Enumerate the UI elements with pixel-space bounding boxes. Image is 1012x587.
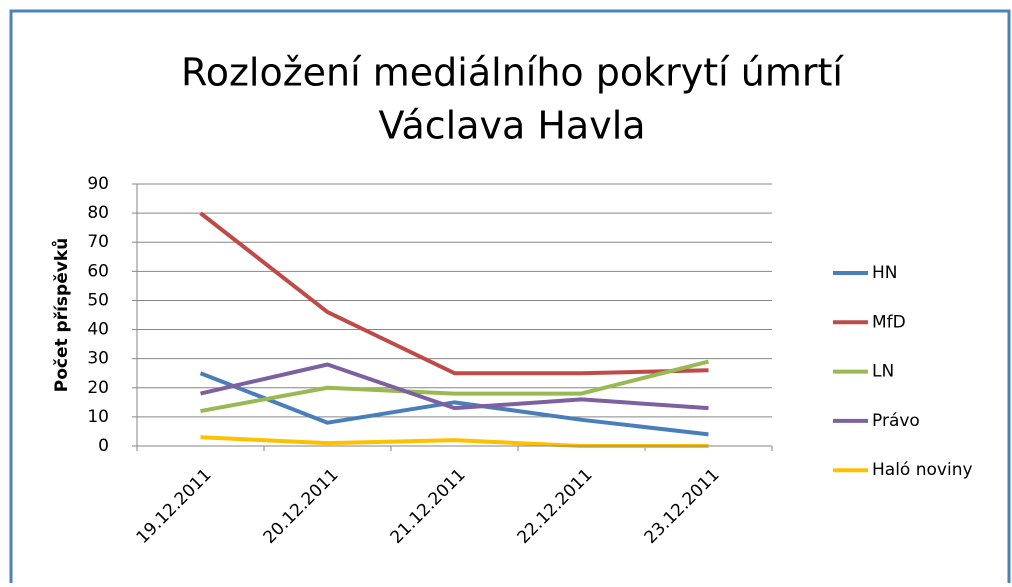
y-tick-label: 40 xyxy=(87,320,109,340)
legend-label: Haló noviny xyxy=(872,460,973,480)
chart-title: Václava Havla xyxy=(378,104,645,148)
y-axis-label: Počet příspěvků xyxy=(50,238,72,392)
series-line xyxy=(200,359,709,414)
chart-title: Rozložení mediálního pokrytí úmrtí xyxy=(181,51,844,95)
y-tick-label: 30 xyxy=(87,349,109,369)
legend-label: MfD xyxy=(872,312,906,332)
y-tick-label: 10 xyxy=(87,407,109,427)
series-line xyxy=(199,211,709,376)
y-tick-label: 80 xyxy=(87,203,109,223)
y-tick-label: 50 xyxy=(87,290,109,310)
y-tick-label: 60 xyxy=(87,261,109,281)
legend-label: Právo xyxy=(872,411,920,431)
y-tick-label: 20 xyxy=(87,378,109,398)
series-line xyxy=(200,362,709,411)
y-tick-label: 90 xyxy=(87,174,109,194)
legend-label: LN xyxy=(872,362,894,382)
legend-label: HN xyxy=(872,263,898,283)
y-tick-label: 70 xyxy=(87,232,109,252)
series-line xyxy=(199,371,709,437)
chart-frame xyxy=(9,9,1011,587)
y-tick-label: 0 xyxy=(98,436,109,456)
